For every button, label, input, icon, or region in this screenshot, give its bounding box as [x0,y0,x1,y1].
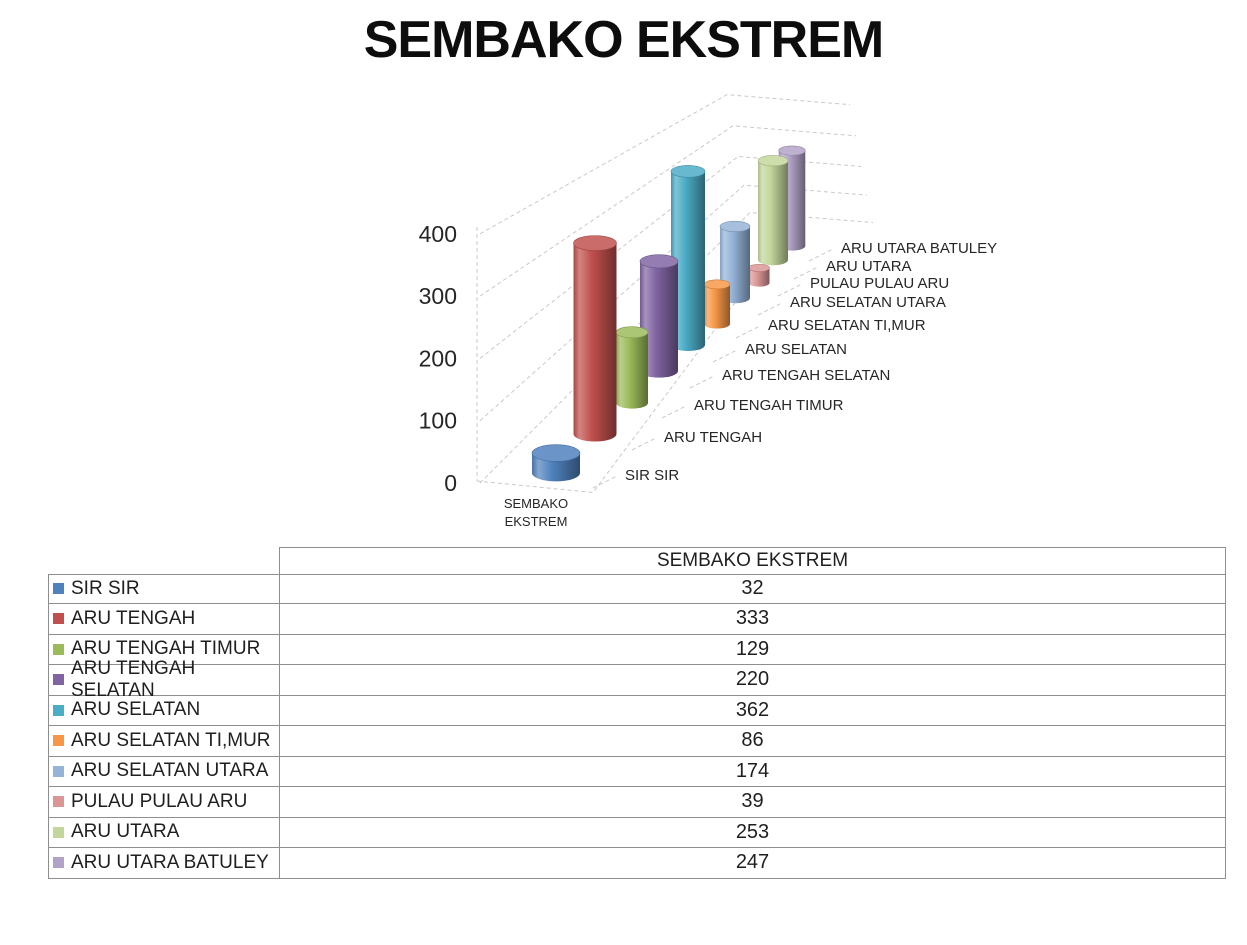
category-axis-label: EKSTREM [505,514,568,529]
series-axis-tick [777,283,803,297]
y-axis-tick-label: 0 [444,470,457,496]
series-axis-tick [735,325,761,339]
cylinder-sir-sir [531,444,581,482]
row-value: 333 [735,607,770,630]
row-label: ARU TENGAH TIMUR [71,638,261,660]
row-label: PULAU PULAU ARU [71,790,248,812]
series-label-aru-selatan-utara: ARU SELATAN UTARA [790,294,946,311]
y-axis-tick-label: 200 [419,345,457,371]
series-axis-tick [793,266,819,280]
row-label: ARU SELATAN TI,MUR [71,729,271,751]
y-axis-tick-label: 400 [419,221,457,247]
legend-swatch [53,765,64,777]
legend-swatch [53,735,64,747]
series-axis-tick [631,437,657,451]
chart-floor [476,220,797,494]
y-axis-tick-label: 300 [419,283,457,309]
row-value: 129 [735,637,770,660]
legend-swatch [53,583,64,595]
row-label-cell: ARU UTARA [49,817,280,847]
legend-swatch [53,613,64,625]
y-gridline [479,125,857,297]
y-gridline [479,155,862,359]
legend-swatch [53,643,64,655]
series-label-aru-tengah-selatan: ARU TENGAH SELATAN [722,367,890,384]
series-axis-tick [689,375,715,389]
series-axis-tick [757,302,783,316]
cylinder-3d-chart: SIR SIR ARU TENGAH ARU TENGAH TIMUR ARU TEN… [419,94,997,529]
row-label-cell: ARU SELATAN [49,695,280,725]
data-table: SEMBAKO EKSTREM SIR SIR 32 ARU TENGAH 333 AR… [48,547,1226,880]
series-label-aru-utara: ARU UTARA [826,258,912,275]
legend-swatch [53,826,64,838]
table-row-aru-tengah-selatan: ARU TENGAH SELATAN 220 [48,658,1226,701]
row-label-cell: ARU TENGAH TIMUR [49,634,280,664]
y-gridline [479,94,851,235]
legend-swatch [53,674,64,686]
row-label-cell: SIR SIR [49,574,280,603]
series-label-aru-utara-batuley: ARU UTARA BATULEY [841,240,997,257]
row-label: SIR SIR [71,577,140,599]
series-axis-tick [661,405,687,419]
table-row-aru-selatan-utara: ARU SELATAN UTARA 174 [48,756,1226,787]
series-label-pulau-pulau-aru: PULAU PULAU ARU [810,275,949,292]
cylinder-aru-utara [757,155,789,266]
cylinder-aru-tengah [573,235,617,442]
legend-swatch [53,796,64,808]
table-value-header: SEMBAKO EKSTREM [279,547,1226,574]
row-label: ARU SELATAN UTARA [71,760,269,782]
chart-title: SEMBAKO EKSTREM [363,11,884,69]
row-value: 174 [735,759,770,782]
row-label-cell: ARU UTARA BATULEY [49,848,280,878]
row-label-cell: ARU TENGAH [49,604,280,634]
y-gridline [479,184,868,422]
row-value: 362 [735,698,770,721]
row-value: 86 [741,729,764,752]
row-label-cell: PULAU PULAU ARU [49,787,280,817]
series-label-sir-sir: SIR SIR [625,467,679,484]
series-label-aru-tengah-timur: ARU TENGAH TIMUR [694,397,844,414]
series-label-aru-selatan: ARU SELATAN [745,341,847,358]
table-row-aru-selatan: ARU SELATAN 362 [48,695,1226,726]
series-axis-tick [712,349,738,363]
row-label: ARU TENGAH [71,607,196,629]
y-axis-tick-label: 100 [419,408,457,434]
row-label: ARU TENGAH SELATAN [71,657,196,701]
row-value: 253 [735,820,770,843]
row-label-cell: ARU SELATAN TI,MUR [49,726,280,756]
table-row-aru-utara-batuley: ARU UTARA BATULEY 247 [48,848,1226,879]
row-label: ARU UTARA BATULEY [71,851,269,873]
category-axis-label: SEMBAKO [504,496,568,511]
cylinder-aru-selatan-ti-mur [703,279,731,329]
legend-swatch [53,857,64,869]
row-label: ARU SELATAN [71,699,201,721]
table-row-pulau-pulau-aru: PULAU PULAU ARU 39 [48,787,1226,818]
table-row-sir-sir: SIR SIR 32 [48,573,1226,604]
row-value: 247 [735,851,770,874]
cylinder-pulau-pulau-aru [748,263,770,287]
y-gridline [479,212,874,484]
row-value: 220 [735,668,770,691]
row-label-cell: ARU TENGAH SELATAN [49,658,280,701]
series-axis-tick [808,248,834,262]
cylinder-aru-tengah-timur [615,326,649,409]
row-label-cell: ARU SELATAN UTARA [49,756,280,786]
gridlines [476,94,874,494]
series-label-aru-selatan-ti-mur: ARU SELATAN TI,MUR [768,317,926,334]
table-row-aru-utara: ARU UTARA 253 [48,817,1226,848]
row-label: ARU UTARA [71,821,180,843]
table-row-aru-tengah: ARU TENGAH 333 [48,604,1226,635]
series-axis-tick [592,475,618,489]
series-label-aru-tengah: ARU TENGAH [664,429,762,446]
row-value: 39 [741,790,764,813]
table-row-aru-tengah-timur: ARU TENGAH TIMUR 129 [48,634,1226,665]
legend-swatch [53,704,64,716]
row-value: 32 [741,577,764,600]
table-row-aru-selatan-ti-mur: ARU SELATAN TI,MUR 86 [48,726,1226,757]
cylinder-aru-selatan [670,165,706,351]
